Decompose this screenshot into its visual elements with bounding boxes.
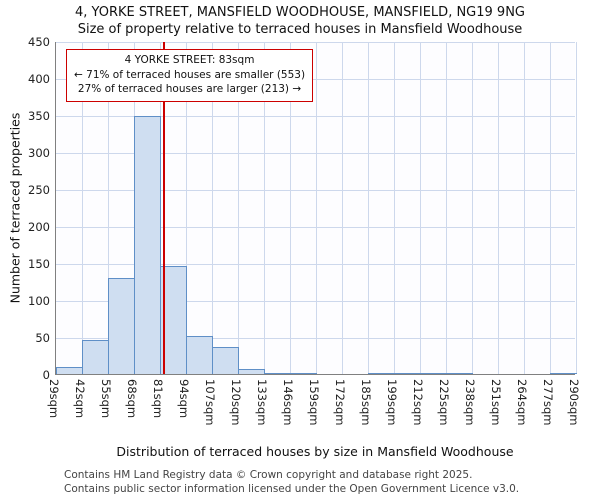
gridline-vertical [471, 42, 473, 374]
x-tick-label: 29sqm [47, 379, 61, 419]
histogram-bar [550, 372, 577, 374]
x-tick-label: 172sqm [333, 379, 347, 426]
histogram-bar [186, 336, 213, 374]
x-tick-label: 185sqm [359, 379, 373, 426]
x-tick-label: 120sqm [229, 379, 243, 426]
x-tick-label: 146sqm [281, 379, 295, 426]
y-tick-label: 50 [35, 331, 50, 345]
annotation-line3: 27% of terraced houses are larger (213) … [77, 83, 302, 96]
property-size-marker-line [162, 42, 165, 374]
annotation-line1: 4 YORKE STREET: 83sqm [124, 54, 255, 66]
x-tick-label: 55sqm [99, 379, 113, 419]
x-tick-label: 212sqm [411, 379, 425, 426]
gridline-vertical [575, 42, 577, 374]
gridline-vertical [289, 42, 291, 374]
chart-title-line1: 4, YORKE STREET, MANSFIELD WOODHOUSE, MA… [74, 5, 525, 20]
x-tick-label: 81sqm [151, 379, 165, 419]
y-tick-label: 350 [28, 109, 50, 123]
y-tick-label: 100 [28, 294, 50, 308]
gridline-vertical [211, 42, 213, 374]
x-tick-label: 290sqm [567, 379, 581, 426]
chart-title: 4, YORKE STREET, MANSFIELD WOODHOUSE, MA… [0, 5, 600, 39]
y-tick-label: 250 [28, 183, 50, 197]
y-tick-label: 300 [28, 146, 50, 160]
histogram-bar [238, 368, 265, 374]
histogram-bar [420, 373, 447, 374]
x-tick-label: 238sqm [463, 379, 477, 426]
gridline-vertical [393, 42, 395, 374]
gridline-vertical [185, 42, 187, 374]
plot-area [55, 41, 577, 375]
histogram-bar [446, 373, 473, 374]
gridline-vertical [497, 42, 499, 374]
x-axis-label: Distribution of terraced houses by size … [116, 444, 514, 459]
gridline-vertical [315, 42, 317, 374]
x-tick-label: 68sqm [125, 379, 139, 419]
gridline-vertical [263, 42, 265, 374]
y-tick-label: 0 [42, 368, 50, 382]
x-tick-label: 264sqm [515, 379, 529, 426]
x-tick-label: 159sqm [307, 379, 321, 426]
x-tick-label: 251sqm [489, 379, 503, 426]
gridline-vertical [237, 42, 239, 374]
annotation-box: 4 YORKE STREET: 83sqm ← 71% of terraced … [66, 49, 314, 103]
x-tick-label: 199sqm [385, 379, 399, 426]
attribution-line2: Contains public sector information licen… [64, 483, 520, 496]
x-tick-label: 133sqm [255, 379, 269, 426]
gridline-vertical [341, 42, 343, 374]
annotation-line2: ← 71% of terraced houses are smaller (55… [74, 68, 306, 81]
y-tick-label: 400 [28, 72, 50, 86]
x-tick-label: 107sqm [203, 379, 217, 426]
histogram-bar [264, 372, 291, 374]
y-tick-label: 150 [28, 257, 50, 271]
histogram-bar [394, 373, 421, 374]
gridline-vertical [107, 42, 109, 374]
gridline-vertical [549, 42, 551, 374]
attribution-footer: Contains HM Land Registry data © Crown c… [64, 468, 519, 496]
x-tick-label: 42sqm [73, 379, 87, 419]
gridline-vertical [419, 42, 421, 374]
chart-title-line2: Size of property relative to terraced ho… [77, 21, 523, 37]
y-tick-label: 200 [28, 220, 50, 234]
histogram-bar [108, 277, 135, 374]
histogram-bar [212, 346, 239, 374]
histogram-bar [134, 116, 161, 374]
gridline-vertical [445, 42, 447, 374]
x-tick-label: 277sqm [541, 379, 555, 426]
gridline-vertical [367, 42, 369, 374]
gridline-vertical [523, 42, 525, 374]
histogram-bar [56, 366, 83, 374]
y-tick-label: 450 [28, 35, 50, 49]
histogram-bar [368, 373, 395, 374]
gridline-vertical [81, 42, 83, 374]
histogram-bar [82, 339, 109, 374]
histogram-bar [290, 372, 317, 374]
x-tick-label: 94sqm [177, 379, 191, 419]
y-axis-label: Number of terraced properties [7, 112, 23, 304]
x-tick-label: 225sqm [437, 379, 451, 426]
attribution-line1: Contains HM Land Registry data © Crown c… [64, 469, 473, 481]
